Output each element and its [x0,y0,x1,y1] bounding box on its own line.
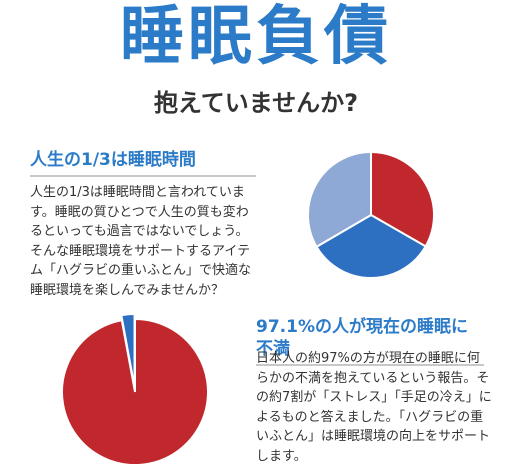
section-text-sleep-time: 人生の1/3は睡眠時間と言われています。睡眠の質ひとつで人生の質も変わるといって… [30,185,252,298]
section-heading-sleep-time: 人生の1/3は睡眠時間 [30,149,256,177]
section-text-sleep-dissatisfaction: 日本人の約97%の方が現在の睡眠に何らかの不満を抱えているという報告。その約7割… [256,351,492,464]
pie-life-third-slice-1 [370,150,435,248]
page-subtitle: 抱えていませんか? [153,89,358,117]
pie-dissatisfaction-slice-1 [61,317,209,466]
pie-chart-life-third [307,150,435,279]
pie-life-third-slice-2 [315,213,427,279]
page-title: 睡眠負債 [120,0,392,74]
pie-life-third-slice-3 [307,150,372,249]
pie-dissatisfaction-slice-2 [120,313,136,388]
section-heading-sleep-dissatisfaction: 97.1%の人が現在の睡眠に不満 [256,316,484,366]
pie-chart-dissatisfaction [61,313,209,466]
